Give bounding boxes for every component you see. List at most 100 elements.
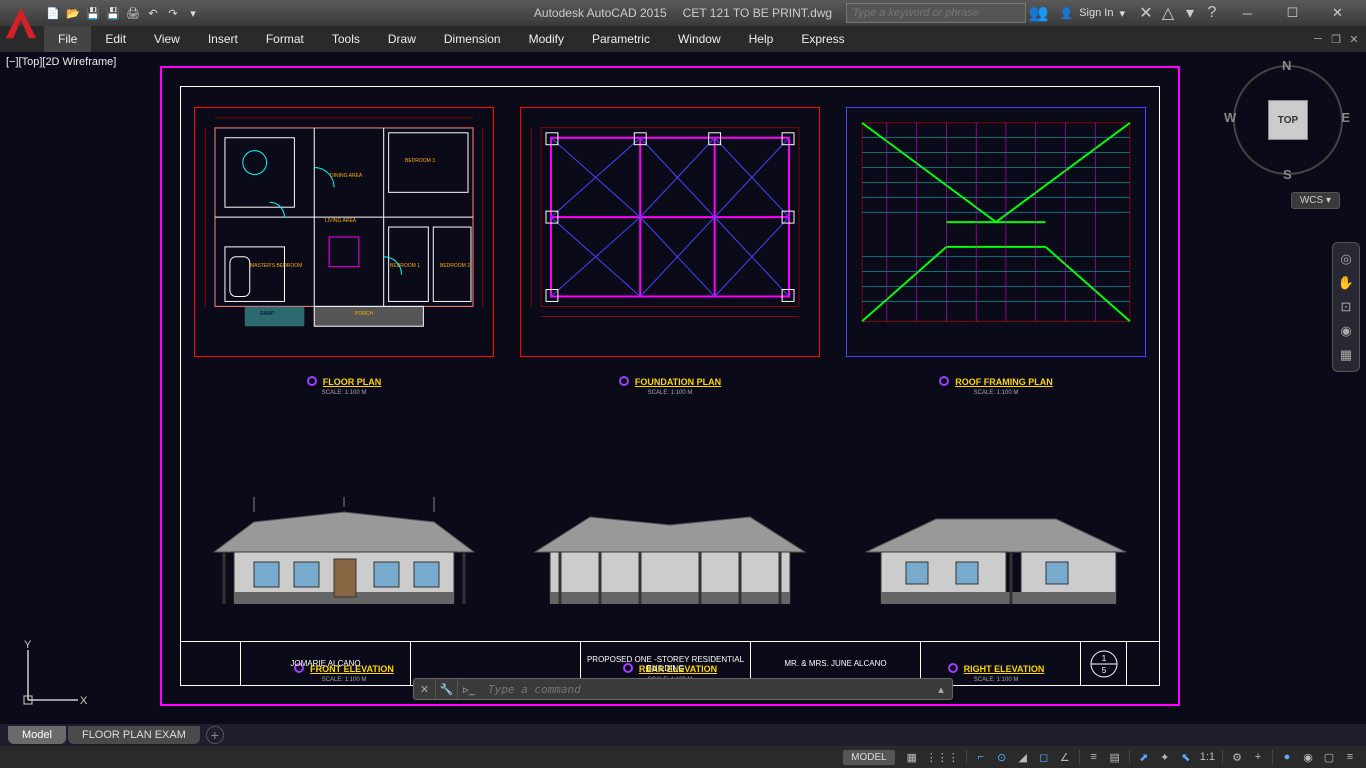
menu-window[interactable]: Window [664, 26, 735, 52]
doc-close-icon[interactable]: ✕ [1346, 32, 1362, 46]
grid-icon[interactable]: ▦ [902, 748, 922, 766]
viewcube-east[interactable]: E [1341, 110, 1350, 125]
menu-draw[interactable]: Draw [374, 26, 430, 52]
menu-view[interactable]: View [140, 26, 194, 52]
file-name: CET 121 TO BE PRINT.dwg [683, 6, 832, 20]
layout-tabs: Model FLOOR PLAN EXAM + [0, 724, 224, 746]
menu-parametric[interactable]: Parametric [578, 26, 664, 52]
open-icon[interactable]: 📂 [64, 4, 82, 22]
ortho-icon[interactable]: ⌐ [971, 748, 991, 766]
3dosnap-icon[interactable]: ✦ [1155, 748, 1175, 766]
viewcube-west[interactable]: W [1224, 110, 1236, 125]
steering-wheel-icon[interactable]: ◎ [1333, 247, 1359, 271]
status-model-button[interactable]: MODEL [843, 750, 895, 765]
snap-icon[interactable]: ⋮⋮⋮ [923, 748, 962, 766]
doc-restore-icon[interactable]: ❐ [1328, 32, 1344, 46]
workspace-icon[interactable]: ⚙ [1227, 748, 1247, 766]
wcs-dropdown[interactable]: WCS ▾ [1291, 192, 1340, 209]
tb-sheet-number: 1 5 [1081, 642, 1127, 685]
svg-text:Y: Y [24, 640, 32, 651]
foundation-plan-title: FOUNDATION PLAN SCALE: 1:100 M [521, 372, 819, 396]
doc-minimize-icon[interactable]: ─ [1310, 32, 1326, 46]
tab-layout1[interactable]: FLOOR PLAN EXAM [68, 726, 200, 744]
title-marker-icon [939, 376, 949, 386]
isolate-icon[interactable]: ◉ [1298, 748, 1318, 766]
exchange-icon[interactable]: ✕ [1137, 4, 1155, 22]
command-input[interactable] [480, 683, 930, 696]
search-input[interactable] [846, 3, 1026, 23]
selection-cycling-icon[interactable]: ⬈ [1134, 748, 1154, 766]
qat-dropdown-icon[interactable]: ▾ [184, 4, 202, 22]
room-bed2: BEDROOM 2 [440, 263, 470, 269]
menu-help[interactable]: Help [735, 26, 788, 52]
osnap-icon[interactable]: ◻ [1034, 748, 1054, 766]
app-logo-icon[interactable] [2, 4, 40, 42]
clean-screen-icon[interactable]: ▢ [1319, 748, 1339, 766]
menu-edit[interactable]: Edit [91, 26, 140, 52]
transparency-icon[interactable]: ▤ [1105, 748, 1125, 766]
lineweight-icon[interactable]: ≡ [1084, 748, 1104, 766]
annotation-scale-label[interactable]: 1:1 [1197, 748, 1218, 766]
menu-file[interactable]: File [44, 26, 91, 52]
navigation-bar: ◎ ✋ ⊡ ◉ ▦ [1332, 242, 1360, 372]
viewcube-south[interactable]: S [1283, 167, 1292, 182]
right-elevation: RIGHT ELEVATION SCALE: 1:100 M [856, 497, 1136, 657]
menu-express[interactable]: Express [787, 26, 858, 52]
pan-icon[interactable]: ✋ [1333, 271, 1359, 295]
customize-icon[interactable]: ≡ [1340, 748, 1360, 766]
orbit-icon[interactable]: ◉ [1333, 319, 1359, 343]
autodesk360-icon[interactable]: △ [1159, 4, 1177, 22]
roof-plan-title: ROOF FRAMING PLAN SCALE: 1:100 M [847, 372, 1145, 396]
viewcube-north[interactable]: N [1282, 58, 1291, 73]
elevations-row: FRONT ELEVATION SCALE: 1:100 M [181, 427, 1159, 657]
polar-icon[interactable]: ⊙ [992, 748, 1012, 766]
room-masters: MASTER'S BEDROOM [250, 263, 302, 269]
ucs-icon: X Y [18, 640, 88, 710]
tab-add-button[interactable]: + [206, 726, 224, 744]
viewcube-face[interactable]: TOP [1268, 100, 1308, 140]
cmd-close-icon[interactable]: ✕ [414, 679, 436, 699]
menu-dimension[interactable]: Dimension [430, 26, 515, 52]
foundation-plan: FOUNDATION PLAN SCALE: 1:100 M [520, 107, 820, 357]
drawing-canvas[interactable]: [−][Top][2D Wireframe] TOP N S E W WCS ▾… [0, 52, 1366, 724]
showmotion-icon[interactable]: ▦ [1333, 343, 1359, 367]
annotation-monitor-icon[interactable]: + [1248, 748, 1268, 766]
saveas-icon[interactable]: 💾 [104, 4, 122, 22]
rear-elevation: REAR ELEVATION SCALE: 1:100 M [530, 497, 810, 657]
quick-access-toolbar: 📄 📂 💾 💾 🖨 ↶ ↷ ▾ [44, 4, 202, 22]
search-icon[interactable]: 👥 [1030, 4, 1048, 22]
minimize-button[interactable]: ─ [1225, 0, 1270, 26]
viewcube[interactable]: TOP N S E W [1228, 60, 1348, 180]
zoom-extents-icon[interactable]: ⊡ [1333, 295, 1359, 319]
cmd-customize-icon[interactable]: 🔧 [436, 679, 458, 699]
undo-icon[interactable]: ↶ [144, 4, 162, 22]
isodraft-icon[interactable]: ◢ [1013, 748, 1033, 766]
redo-icon[interactable]: ↷ [164, 4, 182, 22]
new-icon[interactable]: 📄 [44, 4, 62, 22]
menu-format[interactable]: Format [252, 26, 318, 52]
room-living: LIVING AREA [325, 218, 356, 224]
menu-tools[interactable]: Tools [318, 26, 374, 52]
tb-designer: JOMARIE ALCANO [241, 642, 411, 685]
menu-modify[interactable]: Modify [515, 26, 578, 52]
dynamic-ucs-icon[interactable]: ⬉ [1176, 748, 1196, 766]
viewport-label[interactable]: [−][Top][2D Wireframe] [6, 56, 116, 68]
hardware-accel-icon[interactable]: ● [1277, 748, 1297, 766]
menu-bar: File Edit View Insert Format Tools Draw … [0, 26, 1366, 52]
tb-logo [181, 642, 241, 685]
menu-insert[interactable]: Insert [194, 26, 252, 52]
signin-dropdown-icon: ▾ [1119, 7, 1125, 20]
plot-icon[interactable]: 🖨 [124, 4, 142, 22]
save-icon[interactable]: 💾 [84, 4, 102, 22]
otrack-icon[interactable]: ∠ [1055, 748, 1075, 766]
help-icon[interactable]: ? [1203, 4, 1221, 22]
help-dropdown-icon[interactable]: ▾ [1181, 4, 1199, 22]
cmd-recent-icon[interactable]: ▴ [930, 679, 952, 699]
floor-plan: DINING AREA LIVING AREA MASTER'S BEDROOM… [194, 107, 494, 357]
status-bar: MODEL ▦ ⋮⋮⋮ ⌐ ⊙ ◢ ◻ ∠ ≡ ▤ ⬈ ✦ ⬉ 1:1 ⚙ + … [0, 746, 1366, 768]
maximize-button[interactable]: ☐ [1270, 0, 1315, 26]
room-porch: PORCH [355, 311, 373, 317]
close-button[interactable]: ✕ [1315, 0, 1360, 26]
signin-button[interactable]: 👤 Sign In ▾ [1052, 7, 1133, 20]
tab-model[interactable]: Model [8, 726, 66, 744]
